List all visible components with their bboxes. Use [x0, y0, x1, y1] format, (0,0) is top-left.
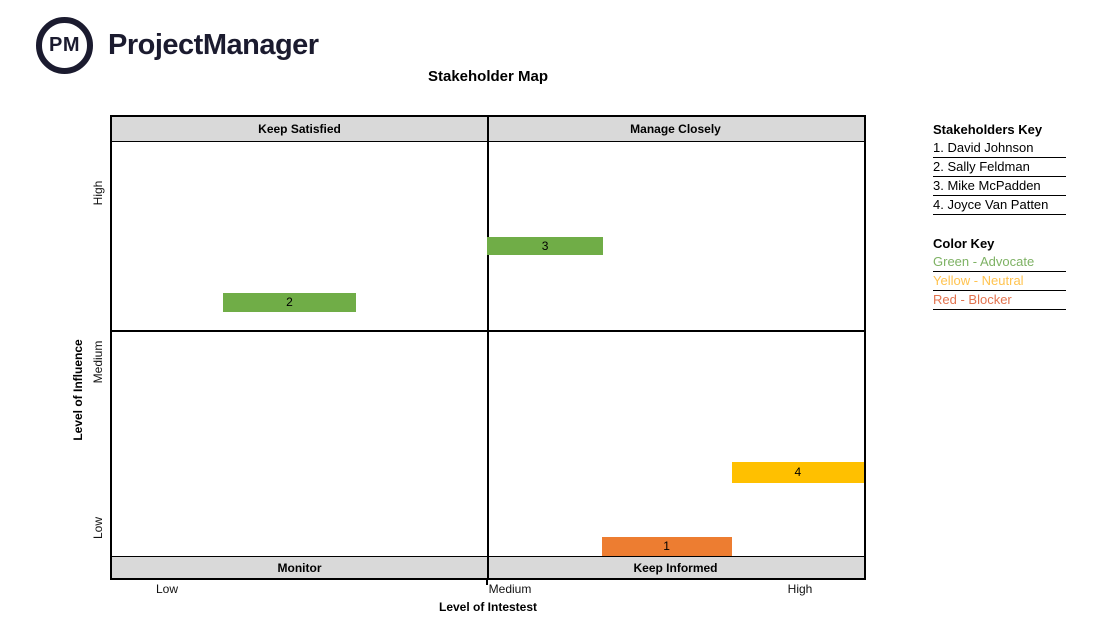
color-key-item-blocker: Red - Blocker	[933, 291, 1066, 310]
stakeholder-bar-2[interactable]: 2	[223, 292, 356, 312]
stakeholder-bar-1[interactable]: 1	[601, 536, 732, 557]
stakeholder-key-item-4: 4. Joyce Van Patten	[933, 196, 1066, 215]
x-axis-title: Level of Intestest	[438, 600, 538, 614]
logo-wordmark: ProjectManager	[108, 29, 319, 61]
x-tick-high: High	[787, 582, 813, 596]
quadrant-label-monitor: Monitor	[277, 560, 322, 575]
y-tick-low: Low	[91, 516, 105, 540]
stakeholder-key-item-1: 1. David Johnson	[933, 139, 1066, 158]
y-axis-title: Level of Influence	[71, 339, 85, 441]
y-tick-high: High	[91, 180, 105, 206]
color-key-item-neutral: Yellow - Neutral	[933, 272, 1066, 291]
stakeholders-key-title: Stakeholders Key	[933, 122, 1043, 137]
quadrant-label-keep-satisfied: Keep Satisfied	[258, 122, 341, 136]
chart-plot: 1 2 3 4	[112, 117, 864, 578]
stakeholder-key-item-3: 3. Mike McPadden	[933, 177, 1066, 196]
quadrant-label-manage-closely: Manage Closely	[630, 122, 721, 136]
color-key-item-advocate: Green - Advocate	[933, 253, 1066, 272]
quadrant-vertical-divider	[487, 117, 490, 578]
color-key-panel: Color Key Green - Advocate Yellow - Neut…	[933, 236, 1066, 310]
stakeholder-bar-4[interactable]: 4	[731, 461, 864, 483]
x-tick-low: Low	[155, 582, 179, 596]
pm-monogram-icon: PM	[36, 17, 93, 74]
x-axis-mid-tick	[486, 580, 488, 585]
quadrant-label-keep-informed: Keep Informed	[633, 560, 718, 575]
color-key-title: Color Key	[933, 236, 995, 251]
stakeholders-key-panel: Stakeholders Key 1. David Johnson 2. Sal…	[933, 122, 1066, 215]
x-tick-medium: Medium	[488, 582, 532, 596]
stakeholder-key-item-2: 2. Sally Feldman	[933, 158, 1066, 177]
y-tick-medium: Medium	[91, 340, 105, 384]
stakeholder-map-chart: Keep Satisfied Manage Closely Monitor Ke…	[110, 115, 866, 580]
chart-title: Stakeholder Map	[427, 68, 549, 85]
pm-monogram-text: PM	[49, 34, 80, 56]
stakeholder-bar-3[interactable]: 3	[487, 236, 604, 255]
quadrant-horizontal-divider	[112, 329, 864, 332]
project-manager-logo: PM ProjectManager	[36, 17, 319, 74]
